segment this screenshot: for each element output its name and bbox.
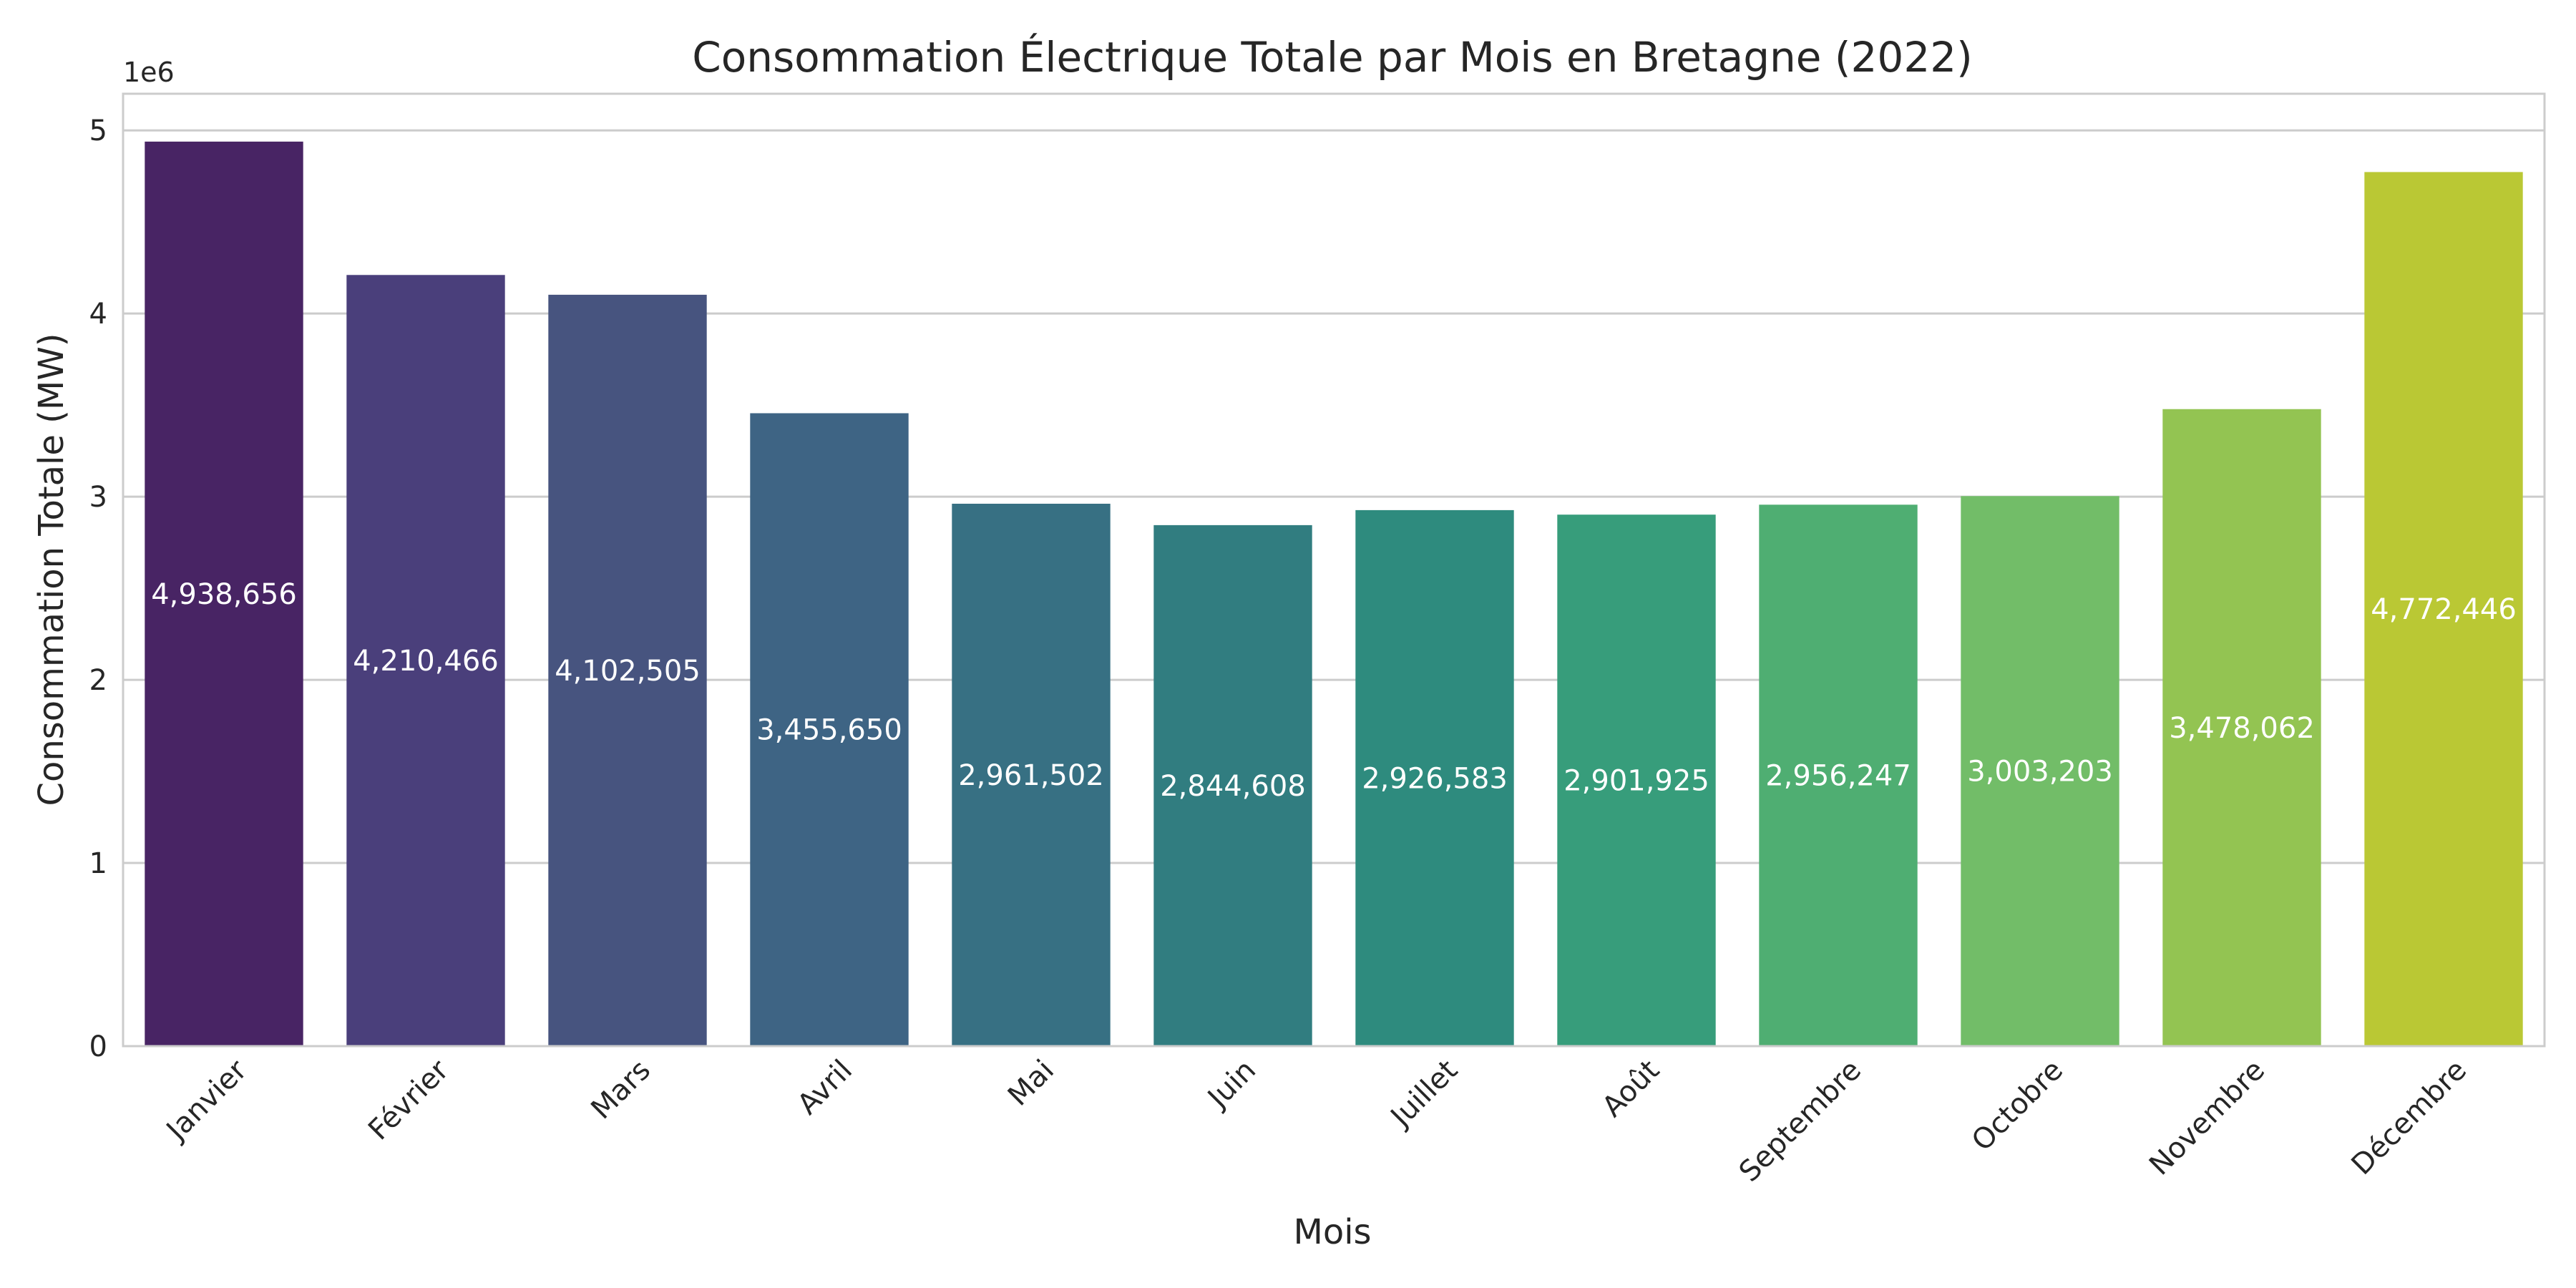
- x-tick-label: Mai: [1002, 1054, 1060, 1113]
- x-tick-labels: Janvier Février Mars Avril Mai Juin Juillet Aoû…: [159, 1053, 2473, 1189]
- x-tick-label: Septembre: [1733, 1054, 1868, 1189]
- bar-value-label: 2,961,502: [958, 759, 1104, 792]
- x-tick-label: Février: [362, 1053, 455, 1146]
- x-tick-label: Juin: [1200, 1054, 1262, 1116]
- bar-2: [548, 294, 707, 1046]
- bars: [145, 141, 2523, 1046]
- bar-value-label: 2,844,608: [1160, 770, 1306, 803]
- bar-value-label: 2,901,925: [1563, 765, 1709, 798]
- x-tick-label: Avril: [791, 1054, 859, 1121]
- x-tick-label: Novembre: [2143, 1054, 2271, 1182]
- y-tick-label: 1: [89, 847, 107, 880]
- bar-value-label: 4,772,446: [2371, 593, 2517, 626]
- bar-value-label: 3,455,650: [756, 714, 902, 747]
- bar-3: [750, 413, 909, 1046]
- bar-8: [1759, 504, 1918, 1046]
- x-tick-label: Mars: [585, 1054, 657, 1126]
- bar-value-label: 3,478,062: [2169, 712, 2315, 745]
- bar-value-label: 2,956,247: [1765, 760, 1911, 793]
- x-tick-label: Juillet: [1383, 1054, 1464, 1135]
- bar-7: [1557, 514, 1716, 1046]
- y-tick-labels: 0 1 2 3 4 5: [89, 114, 107, 1063]
- y-tick-label: 0: [89, 1030, 107, 1063]
- bar-11: [2364, 172, 2523, 1046]
- bar-1: [346, 275, 505, 1046]
- chart-title: Consommation Électrique Totale par Mois …: [692, 32, 1973, 82]
- bar-0: [145, 141, 303, 1046]
- x-axis-label: Mois: [1293, 1212, 1371, 1252]
- y-axis-label: Consommation Totale (MW): [31, 333, 72, 806]
- bar-value-label: 4,102,505: [555, 655, 701, 688]
- bar-value-label: 4,210,466: [353, 645, 499, 678]
- bar-4: [952, 503, 1111, 1046]
- y-tick-label: 2: [89, 664, 107, 697]
- y-tick-label: 3: [89, 481, 107, 514]
- plot-frame: [122, 92, 2546, 1048]
- bar-9: [1961, 496, 2119, 1046]
- bar-6: [1355, 509, 1514, 1046]
- x-tick-label: Décembre: [2345, 1054, 2473, 1182]
- bar-10: [2162, 409, 2321, 1046]
- bar-value-label: 2,926,583: [1362, 762, 1508, 795]
- x-tick-label: Août: [1596, 1054, 1666, 1124]
- bar-5: [1153, 525, 1312, 1046]
- y-tick-label: 4: [89, 298, 107, 331]
- x-tick-label: Janvier: [159, 1053, 253, 1148]
- y-axis-offset-label: 1e6: [123, 57, 175, 88]
- y-tick-label: 5: [89, 114, 107, 147]
- bar-value-label: 4,938,656: [151, 578, 297, 611]
- bar-value-labels: 4,938,656 4,210,466 4,102,505 3,455,650 2,96…: [151, 578, 2517, 803]
- bar-value-label: 3,003,203: [1967, 756, 2113, 789]
- x-tick-label: Octobre: [1966, 1054, 2069, 1158]
